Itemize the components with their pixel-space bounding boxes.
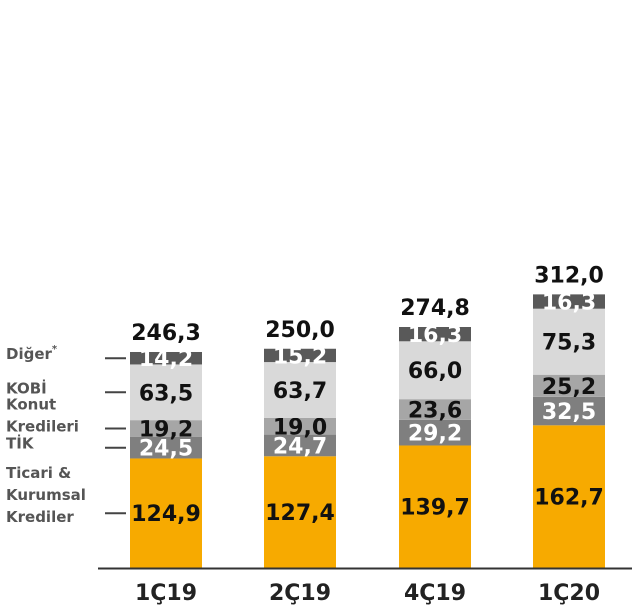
bar-segment <box>264 348 336 363</box>
totals-layer: 246,3 250,0 274,8 312,0 <box>131 263 604 346</box>
bar-segment <box>264 417 336 435</box>
legend-label: KOBİ <box>6 378 47 397</box>
segment-value-label: 75,3 <box>542 331 596 356</box>
segment-value-label: 16,3 <box>408 323 462 348</box>
x-tick-label: 1Ç20 <box>538 581 600 606</box>
legend-superscript: * <box>52 344 58 355</box>
bar-segment <box>399 341 471 400</box>
bar-segment <box>130 458 202 568</box>
legend-item: KOBİ <box>6 378 126 397</box>
segment-value-label: 14,2 <box>139 347 193 372</box>
bar-stack-3: 139,7 29,223,6 66,0 16,3 <box>399 323 471 568</box>
segment-value-label: 24,7 <box>273 434 327 459</box>
total-value-label: 246,3 <box>131 321 201 346</box>
legend-item: Diğer* <box>6 344 126 363</box>
legend-label: Konut <box>6 396 56 414</box>
legend-label: Kurumsal <box>6 486 86 504</box>
bar-stack-1: 124,9 24,519,2 63,5 14,2 <box>130 347 202 568</box>
x-tick-label: 4Ç19 <box>404 581 466 606</box>
segment-value-label: 66,0 <box>408 359 462 384</box>
bar-segment <box>533 308 605 375</box>
bar-segment <box>533 294 605 309</box>
segment-value-label: 25,2 <box>542 375 596 400</box>
segment-value-label: 16,3 <box>542 291 596 316</box>
segment-value-label: 29,2 <box>408 422 462 447</box>
total-value-label: 274,8 <box>400 296 470 321</box>
segment-value-label: 24,5 <box>139 437 193 462</box>
legend-item: Konut Kredileri <box>6 396 126 436</box>
segment-value-label: 139,7 <box>400 496 470 521</box>
bar-stack-2: 127,4 24,719,0 63,7 15,2 <box>264 344 336 568</box>
segment-value-label: 162,7 <box>534 486 604 511</box>
bar-segment <box>399 399 471 420</box>
legend-label: Kredileri <box>6 418 79 436</box>
segment-value-label: 15,2 <box>273 344 327 369</box>
legend-label: Diğer* <box>6 344 58 363</box>
legend-item: Ticari & Kurumsal Krediler <box>6 464 126 526</box>
bar-segment <box>264 434 336 457</box>
segment-value-label: 19,0 <box>273 415 327 440</box>
bar-segment <box>264 456 336 568</box>
bar-segment <box>264 362 336 418</box>
bar-segment <box>533 396 605 426</box>
segment-value-label: 19,2 <box>139 418 193 443</box>
segment-value-label: 23,6 <box>408 399 462 424</box>
bar-segment <box>130 436 202 459</box>
bar-segment <box>399 419 471 446</box>
segment-value-label: 127,4 <box>265 501 335 526</box>
segment-value-label: 63,5 <box>139 381 193 406</box>
segment-value-label: 124,9 <box>131 502 201 527</box>
bar-segment <box>399 327 471 342</box>
total-value-label: 250,0 <box>265 318 335 343</box>
segment-value-label: 63,7 <box>273 379 327 404</box>
bar-segment <box>130 420 202 437</box>
x-tick-label: 2Ç19 <box>269 581 331 606</box>
legend-label: Krediler <box>6 508 74 526</box>
bar-segment <box>130 364 202 421</box>
bar-segment <box>399 445 471 568</box>
x-tick-labels: 1Ç19 2Ç19 4Ç19 1Ç20 <box>135 581 600 606</box>
legend-label: TİK <box>6 434 35 453</box>
bar-segment <box>533 374 605 397</box>
total-value-label: 312,0 <box>534 263 604 288</box>
legend-item: TİK <box>6 434 126 453</box>
bar-segment <box>533 425 605 568</box>
x-tick-label: 1Ç19 <box>135 581 197 606</box>
segment-value-label: 32,5 <box>542 400 596 425</box>
bar-stack-4: 162,7 32,525,2 75,3 16,3 <box>533 291 605 568</box>
bars-layer: 124,9 24,519,2 63,5 14,2 127,4 24,719,0 63,7 15… <box>130 291 605 568</box>
bar-segment <box>130 351 202 365</box>
legend-label: Ticari & <box>6 464 71 482</box>
